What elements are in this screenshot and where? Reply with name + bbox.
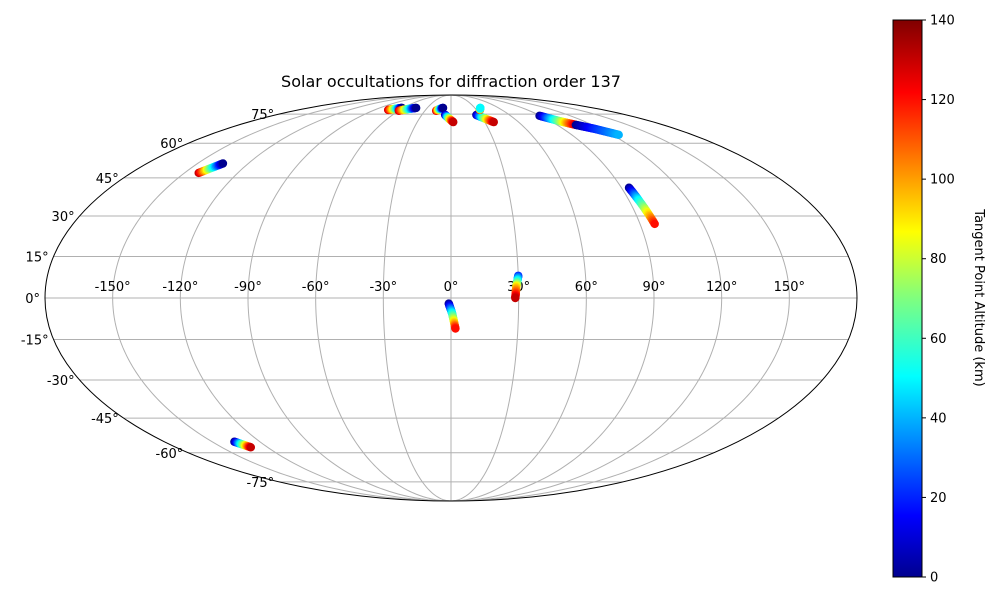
lat-tick-label: 15° <box>26 250 49 265</box>
occultation-track <box>511 271 523 303</box>
latitude-tick-labels: -75° -60° -45° -30° -15° 0° 15° 30° 45° 60° 75° <box>21 108 274 491</box>
lon-tick-label: -90° <box>234 280 262 295</box>
occultation-track <box>394 103 421 115</box>
lon-tick-label: 60° <box>575 280 598 295</box>
map-boundary <box>44 94 858 502</box>
colorbar-tick-label: 140 <box>930 14 955 29</box>
occultation-track <box>472 110 498 127</box>
occultation-track <box>624 183 659 229</box>
lat-tick-label: -75° <box>246 476 274 491</box>
occultation-track <box>230 437 256 452</box>
lat-tick-label: 0° <box>25 292 40 307</box>
lon-tick-label: -120° <box>162 280 198 295</box>
occultation-point <box>650 219 659 229</box>
lon-tick-label: -150° <box>95 280 131 295</box>
lat-tick-label: 45° <box>96 172 119 187</box>
lon-tick-label: 90° <box>642 280 665 295</box>
occultation-point <box>489 117 498 127</box>
chart-title: Solar occultations for diffraction order… <box>281 72 621 91</box>
longitude-tick-labels: -150°-120°-90°-60°-30°0°30°60°90°120°150… <box>95 280 805 295</box>
lat-tick-label: -60° <box>156 447 184 462</box>
occultation-track <box>475 103 485 115</box>
colorbar-gradient <box>892 19 923 578</box>
occultation-point <box>449 117 458 127</box>
occultation-point <box>411 103 421 113</box>
occultation-point <box>614 130 623 140</box>
occultation-points <box>194 103 659 452</box>
occultation-point <box>246 443 256 452</box>
occultation-point <box>451 324 460 333</box>
occultation-track <box>194 159 228 178</box>
lat-tick-label: -15° <box>21 334 49 349</box>
colorbar: 0 20 40 60 80 100 120 140 Tangent Point Altitud… <box>892 14 986 586</box>
lat-tick-label: 75° <box>251 108 274 123</box>
lon-tick-label: 0° <box>444 280 459 295</box>
lon-tick-label: 150° <box>774 280 805 295</box>
occultation-point <box>438 103 448 113</box>
colorbar-tick-label: 40 <box>930 411 947 426</box>
colorbar-label: Tangent Point Altitude (km) <box>971 208 986 386</box>
colorbar-tick-label: 60 <box>930 332 947 347</box>
occultation-track <box>440 110 458 127</box>
occultation-point <box>218 159 228 168</box>
lon-tick-label: 120° <box>706 280 737 295</box>
occultation-point <box>511 293 520 303</box>
graticule-grid <box>45 95 857 501</box>
colorbar-tick-label: 100 <box>930 173 955 188</box>
lon-tick-label: -60° <box>302 280 330 295</box>
occultation-track <box>431 103 448 115</box>
occultation-point <box>476 103 485 113</box>
colorbar-tick-label: 120 <box>930 93 955 108</box>
occultation-track <box>571 120 623 140</box>
lat-tick-label: -45° <box>91 412 119 427</box>
colorbar-tick-label: 0 <box>930 571 938 586</box>
occultation-track <box>444 299 460 333</box>
lat-tick-label: -30° <box>47 374 75 389</box>
lat-tick-label: 30° <box>52 210 75 225</box>
lon-tick-label: -30° <box>369 280 397 295</box>
colorbar-ticks: 0 20 40 60 80 100 120 140 <box>922 14 955 586</box>
colorbar-tick-label: 20 <box>930 491 947 506</box>
colorbar-tick-label: 80 <box>930 252 947 267</box>
lat-tick-label: 60° <box>160 137 183 152</box>
